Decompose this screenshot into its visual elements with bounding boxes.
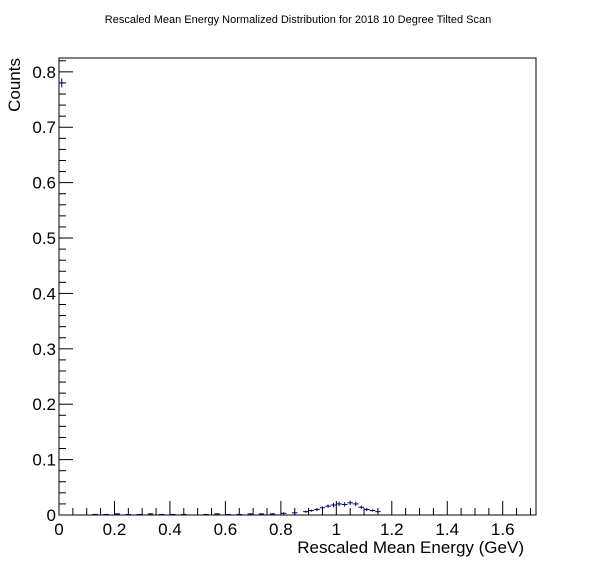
data-point: [59, 78, 65, 88]
data-point: [236, 513, 243, 515]
data-point: [114, 513, 121, 515]
x-tick-label: 0.2: [103, 520, 127, 539]
data-point: [330, 502, 337, 508]
y-tick-label: 0.2: [32, 395, 56, 414]
data-point: [303, 510, 309, 513]
data-point: [375, 510, 381, 513]
chart-title: Rescaled Mean Energy Normalized Distribu…: [105, 14, 491, 26]
y-tick-label: 0.3: [32, 340, 56, 359]
x-tick-label: 0: [54, 520, 63, 539]
data-point: [103, 513, 109, 515]
data-point: [169, 513, 176, 515]
y-axis-label: Counts: [5, 58, 24, 112]
data-point: [319, 506, 326, 510]
y-tick-label: 0.4: [32, 284, 56, 303]
x-axis-label: Rescaled Mean Energy (GeV): [297, 538, 524, 557]
x-tick-label: 1.6: [491, 520, 515, 539]
data-point: [314, 507, 320, 512]
data-point: [125, 513, 132, 515]
data-points: [59, 78, 381, 515]
y-tick-label: 0.8: [32, 63, 56, 82]
data-point: [136, 513, 143, 515]
data-point: [214, 513, 220, 515]
data-point: [269, 513, 276, 515]
data-point: [92, 513, 98, 515]
data-point: [369, 509, 376, 512]
x-tick-label: 0.8: [269, 520, 293, 539]
data-point: [291, 511, 298, 514]
y-tick-label: 0.5: [32, 229, 56, 248]
x-tick-label: 1: [332, 520, 341, 539]
data-point: [247, 513, 254, 515]
x-tick-label: 1.4: [435, 520, 459, 539]
data-point: [364, 507, 370, 512]
data-point: [358, 505, 365, 509]
data-point: [341, 502, 348, 507]
axis-ticks: [58, 60, 531, 516]
data-point: [352, 501, 359, 507]
data-point: [147, 513, 154, 515]
plot-frame: [58, 57, 537, 516]
x-tick-labels: 0 0.2 0.4 0.6 0.8 1 1.2 1.4 1.6: [54, 520, 514, 539]
data-point: [225, 513, 231, 515]
data-point: [347, 500, 353, 506]
data-point: [258, 513, 265, 515]
data-point: [203, 513, 209, 515]
data-point: [158, 513, 165, 515]
x-tick-label: 1.2: [380, 520, 404, 539]
x-tick-label: 0.6: [214, 520, 238, 539]
y-tick-label: 0: [47, 506, 56, 525]
data-point: [308, 509, 315, 512]
data-point: [325, 504, 331, 508]
x-tick-label: 0.4: [158, 520, 182, 539]
y-tick-label: 0.1: [32, 451, 56, 470]
y-tick-label: 0.6: [32, 174, 56, 193]
y-tick-label: 0.7: [32, 118, 56, 137]
data-point: [280, 512, 287, 515]
data-point: [336, 501, 342, 507]
data-point: [181, 513, 187, 515]
y-tick-labels: 0 0.1 0.2 0.3 0.4 0.5 0.6 0.7 0.8: [32, 63, 56, 525]
